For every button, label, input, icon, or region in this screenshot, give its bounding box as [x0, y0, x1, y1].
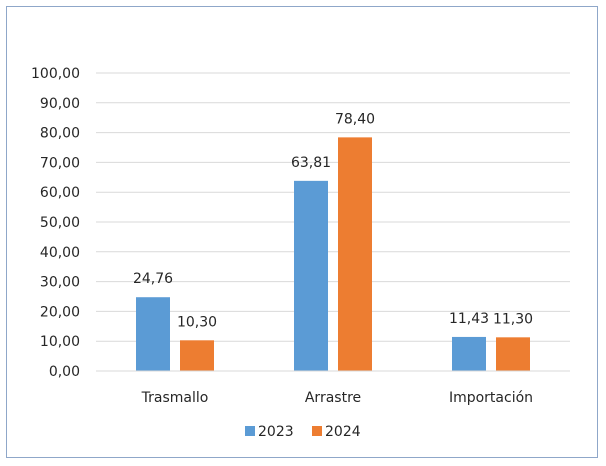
y-tick-label: 70,00: [40, 155, 80, 171]
bar-2024-0: [180, 340, 214, 371]
legend-swatch: [245, 426, 255, 436]
legend-swatch: [312, 426, 322, 436]
y-tick-label: 20,00: [40, 304, 80, 320]
bar-2023-2: [452, 336, 486, 371]
data-label: 11,43: [449, 311, 489, 327]
y-tick-label: 90,00: [40, 96, 80, 112]
y-tick-label: 50,00: [40, 215, 80, 231]
y-tick-label: 0,00: [49, 364, 80, 380]
legend-label: 2024: [325, 424, 361, 440]
legend-label: 2023: [258, 424, 294, 440]
data-label: 63,81: [291, 155, 331, 171]
y-tick-label: 40,00: [40, 245, 80, 261]
data-label: 10,30: [177, 314, 217, 330]
x-category-label: Trasmallo: [141, 390, 209, 406]
bar-2024-2: [496, 337, 530, 371]
bar-2023-0: [136, 297, 170, 371]
data-label: 11,30: [493, 311, 533, 327]
bar-2024-1: [338, 137, 372, 371]
y-tick-label: 80,00: [40, 126, 80, 142]
data-label: 24,76: [133, 271, 173, 287]
bar-2023-1: [294, 180, 328, 371]
y-tick-label: 100,00: [31, 66, 80, 82]
y-tick-label: 10,00: [40, 334, 80, 350]
x-category-label: Arrastre: [305, 390, 361, 406]
data-label: 78,40: [335, 111, 375, 127]
x-category-label: Importación: [449, 390, 533, 406]
y-tick-label: 30,00: [40, 275, 80, 291]
y-tick-label: 60,00: [40, 185, 80, 201]
